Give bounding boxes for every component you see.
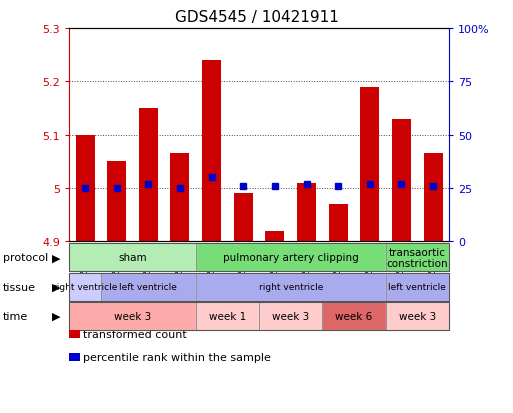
Bar (424, 154, 443, 242)
Bar (329, 204, 348, 242)
Text: left ventricle: left ventricle (120, 282, 177, 292)
Text: ▶: ▶ (52, 311, 61, 321)
Text: week 6: week 6 (336, 311, 372, 321)
Bar (360, 88, 379, 242)
Bar (75, 135, 94, 242)
Text: week 3: week 3 (399, 311, 436, 321)
Text: protocol: protocol (3, 253, 48, 263)
Bar (202, 61, 221, 242)
Bar (265, 231, 284, 242)
Bar (139, 109, 158, 242)
Text: pulmonary artery clipping: pulmonary artery clipping (223, 253, 359, 263)
Text: GDS4545 / 10421911: GDS4545 / 10421911 (174, 10, 339, 25)
Text: tissue: tissue (3, 282, 35, 292)
Bar (107, 162, 126, 242)
Text: ▶: ▶ (52, 253, 61, 263)
Text: percentile rank within the sample: percentile rank within the sample (83, 352, 271, 362)
Bar (234, 194, 253, 242)
Text: transaortic
constriction: transaortic constriction (386, 247, 448, 268)
Text: transformed count: transformed count (83, 330, 187, 339)
Text: ▶: ▶ (52, 282, 61, 292)
Text: right ventricle: right ventricle (259, 282, 323, 292)
Bar (297, 183, 316, 242)
Text: right ventricle: right ventricle (53, 282, 117, 292)
Bar (392, 119, 411, 242)
Text: week 3: week 3 (272, 311, 309, 321)
Text: week 3: week 3 (114, 311, 151, 321)
Bar (170, 154, 189, 242)
Text: sham: sham (118, 253, 147, 263)
Text: left ventricle: left ventricle (388, 282, 446, 292)
Text: time: time (3, 311, 28, 321)
Text: week 1: week 1 (209, 311, 246, 321)
